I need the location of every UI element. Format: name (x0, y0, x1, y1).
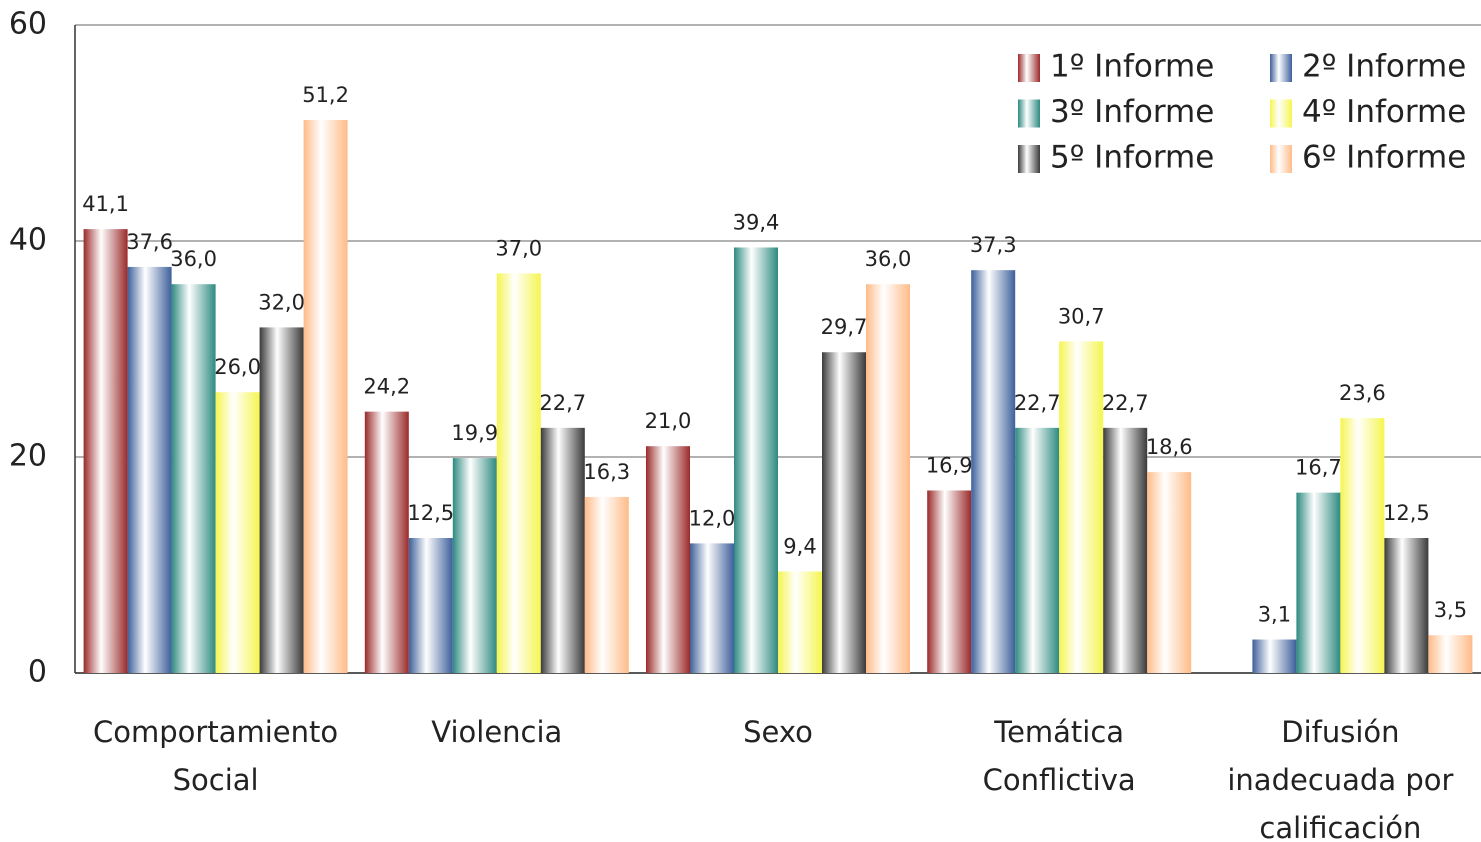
value-label: 12,0 (689, 506, 736, 530)
legend-swatch (1018, 145, 1040, 173)
value-label: 37,3 (970, 233, 1017, 257)
bar (1428, 635, 1473, 673)
value-label: 23,6 (1339, 381, 1386, 405)
x-tick-label: Temática Conflictiva (982, 715, 1136, 797)
legend-swatch (1270, 54, 1292, 82)
legend-label: 1º Informe (1050, 49, 1214, 85)
bar (734, 247, 778, 674)
bar (584, 496, 629, 673)
bar (496, 273, 541, 673)
value-label: 22,7 (1014, 391, 1061, 415)
bar (127, 266, 172, 673)
value-label: 16,3 (583, 460, 630, 484)
value-label: 19,9 (451, 421, 498, 445)
bar (215, 392, 260, 673)
bar (171, 284, 216, 673)
x-tick-label: Difusión inadecuada por calificación (1227, 715, 1454, 842)
bar (927, 490, 972, 673)
y-tick-label: 0 (28, 655, 47, 690)
legend-label: 3º Informe (1050, 94, 1214, 130)
bar (690, 543, 734, 673)
bar (1059, 341, 1104, 673)
value-label: 18,6 (1146, 435, 1193, 459)
legend-swatch (1018, 54, 1040, 82)
legend-label: 5º Informe (1050, 140, 1214, 176)
x-tick-label: Violencia (431, 715, 563, 749)
value-label: 16,7 (1295, 456, 1342, 480)
bar (452, 458, 497, 673)
legend-label: 2º Informe (1302, 49, 1466, 85)
x-tick-label: Sexo (743, 715, 813, 749)
bar (1147, 472, 1192, 673)
value-label: 9,4 (783, 534, 816, 558)
value-label: 21,0 (645, 409, 692, 433)
bar (822, 352, 866, 673)
value-label: 26,0 (214, 355, 261, 379)
bar (1340, 418, 1385, 673)
value-label: 32,0 (258, 290, 305, 314)
value-label: 3,5 (1434, 598, 1467, 622)
y-tick-label: 20 (9, 439, 47, 474)
value-label: 12,5 (407, 501, 454, 525)
bar (1015, 427, 1060, 673)
bar (259, 327, 304, 673)
bar (303, 120, 348, 674)
bar (540, 427, 585, 673)
value-label: 36,0 (170, 247, 217, 271)
bar (1252, 639, 1297, 673)
value-label: 41,1 (82, 192, 129, 216)
bar (1296, 492, 1341, 673)
value-label: 3,1 (1258, 603, 1291, 627)
x-tick-label: Comportamiento Social (93, 715, 339, 797)
value-label: 37,6 (126, 230, 173, 254)
value-label: 37,0 (495, 236, 542, 260)
value-label: 16,9 (926, 453, 973, 477)
value-label: 51,2 (302, 83, 349, 107)
bar (971, 270, 1016, 673)
value-label: 22,7 (539, 391, 586, 415)
legend-label: 4º Informe (1302, 94, 1466, 130)
bar (364, 411, 409, 673)
bar (866, 284, 910, 673)
bar (778, 571, 822, 673)
value-label: 12,5 (1383, 501, 1430, 525)
value-label: 24,2 (363, 375, 410, 399)
legend-swatch (1270, 99, 1292, 128)
bar (1103, 427, 1148, 673)
y-tick-label: 40 (9, 223, 47, 258)
bar (408, 538, 453, 673)
value-label: 39,4 (733, 210, 780, 234)
bar (1384, 538, 1429, 673)
value-label: 30,7 (1058, 304, 1105, 328)
legend-swatch (1270, 145, 1292, 173)
legend-label: 6º Informe (1302, 140, 1466, 176)
value-label: 29,7 (821, 315, 868, 339)
value-label: 36,0 (865, 247, 912, 271)
y-tick-label: 60 (9, 7, 47, 42)
value-label: 22,7 (1102, 391, 1149, 415)
bar (646, 446, 690, 673)
bar (83, 229, 128, 673)
legend-swatch (1018, 99, 1040, 128)
